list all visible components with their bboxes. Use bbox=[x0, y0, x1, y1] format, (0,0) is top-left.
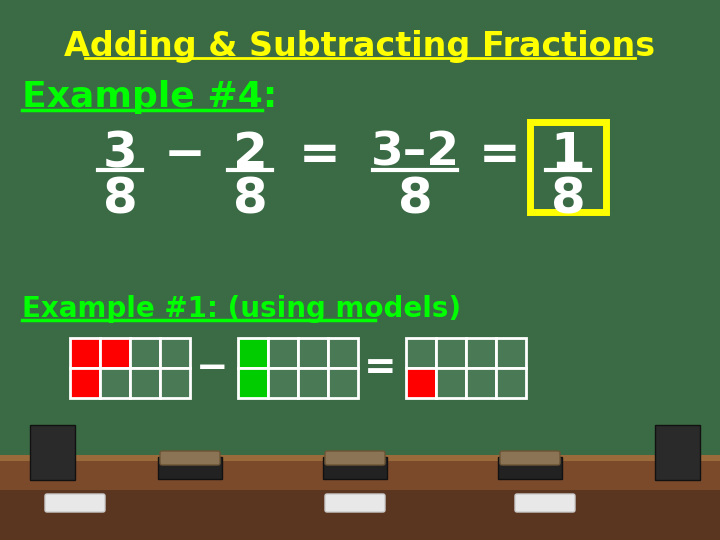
FancyBboxPatch shape bbox=[160, 451, 220, 465]
Bar bbox=[298, 368, 328, 398]
Bar bbox=[0, 0, 720, 460]
Text: 3–2: 3–2 bbox=[370, 130, 459, 175]
Bar bbox=[70, 338, 100, 368]
Bar bbox=[406, 368, 436, 398]
Text: 8: 8 bbox=[233, 175, 267, 223]
Text: −: − bbox=[164, 131, 206, 179]
Bar bbox=[496, 338, 526, 368]
Text: 1: 1 bbox=[551, 130, 585, 178]
Bar bbox=[268, 338, 298, 368]
Bar bbox=[466, 338, 496, 368]
Text: Example #4:: Example #4: bbox=[22, 80, 277, 114]
Text: =: = bbox=[299, 131, 341, 179]
Bar bbox=[530, 122, 606, 212]
Bar bbox=[0, 455, 720, 490]
Bar bbox=[655, 425, 700, 480]
FancyBboxPatch shape bbox=[500, 451, 560, 465]
Bar bbox=[436, 338, 466, 368]
FancyBboxPatch shape bbox=[515, 494, 575, 512]
Bar bbox=[158, 457, 222, 479]
FancyBboxPatch shape bbox=[45, 494, 105, 512]
Bar bbox=[30, 425, 75, 480]
Text: −: − bbox=[196, 349, 228, 387]
Bar bbox=[70, 368, 100, 398]
FancyBboxPatch shape bbox=[325, 494, 385, 512]
Text: =: = bbox=[479, 131, 521, 179]
Bar bbox=[268, 368, 298, 398]
Bar bbox=[130, 368, 160, 398]
Bar bbox=[498, 457, 562, 479]
Bar bbox=[238, 368, 268, 398]
Bar bbox=[100, 338, 130, 368]
Text: =: = bbox=[364, 349, 396, 387]
Bar bbox=[328, 368, 358, 398]
Bar bbox=[0, 490, 720, 540]
Bar bbox=[406, 338, 436, 368]
Bar bbox=[466, 368, 496, 398]
Bar bbox=[328, 338, 358, 368]
Bar bbox=[160, 338, 190, 368]
Bar bbox=[323, 457, 387, 479]
Text: 8: 8 bbox=[103, 175, 138, 223]
Bar bbox=[298, 338, 328, 368]
Text: 8: 8 bbox=[551, 175, 585, 223]
Text: 8: 8 bbox=[397, 175, 433, 223]
Bar bbox=[436, 368, 466, 398]
Text: 2: 2 bbox=[233, 130, 267, 178]
Text: Adding & Subtracting Fractions: Adding & Subtracting Fractions bbox=[64, 30, 656, 63]
Text: 3: 3 bbox=[103, 130, 138, 178]
Text: Example #1: (using models): Example #1: (using models) bbox=[22, 295, 461, 323]
Bar bbox=[0, 455, 720, 461]
Bar bbox=[130, 338, 160, 368]
Bar bbox=[100, 368, 130, 398]
FancyBboxPatch shape bbox=[325, 451, 385, 465]
Bar bbox=[496, 368, 526, 398]
Bar bbox=[238, 338, 268, 368]
Bar bbox=[160, 368, 190, 398]
